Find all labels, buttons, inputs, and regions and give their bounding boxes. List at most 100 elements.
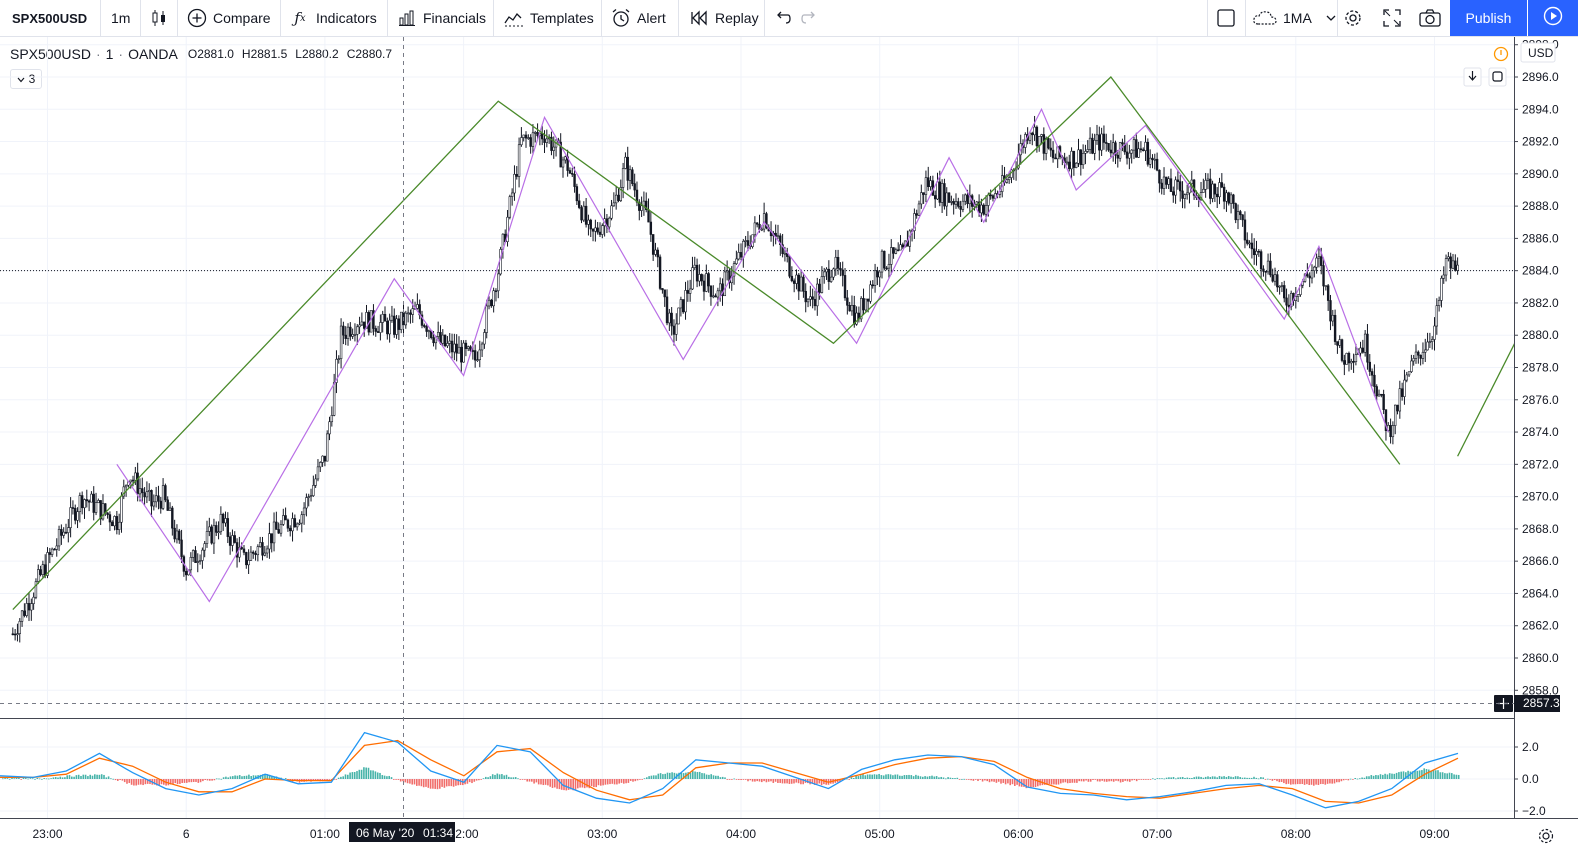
macd-histogram-bar [717, 775, 719, 779]
macd-histogram-bar [903, 775, 906, 779]
macd-histogram-bar [220, 778, 223, 780]
macd-histogram-bar [841, 779, 844, 781]
macd-histogram-bar [388, 775, 390, 779]
macd-histogram-bar [972, 779, 975, 781]
zigzag-lines [12, 76, 1528, 611]
candle-body [27, 603, 31, 611]
candle-body [37, 569, 40, 582]
candle-body [69, 507, 72, 528]
macd-histogram-bar [1301, 779, 1304, 784]
candle-body [1329, 300, 1332, 322]
macd-histogram-bar [1207, 776, 1209, 779]
macd-histogram-bar [335, 779, 338, 780]
price-tick-label: 2886.0 [1522, 231, 1559, 245]
replay-button[interactable]: Replay [688, 0, 759, 36]
candle-body [1079, 149, 1083, 166]
candle-body [651, 234, 655, 255]
candle-body [545, 138, 549, 143]
macd-histogram-bar [1359, 778, 1361, 780]
macd-histogram-bar [788, 779, 791, 784]
macd-histogram-bar [1237, 776, 1239, 779]
macd-histogram-bar [1418, 770, 1421, 779]
alert-button[interactable]: Alert [610, 0, 666, 36]
candle-body [196, 561, 199, 563]
candle-body [684, 290, 687, 313]
undo-button[interactable] [771, 0, 798, 36]
macd-histogram-bar [337, 777, 340, 779]
undo-icon [771, 7, 793, 29]
macd-histogram-bar [556, 779, 558, 789]
candle-body [853, 305, 856, 325]
settings-button[interactable] [1342, 0, 1369, 36]
macd-histogram-bar [738, 779, 740, 780]
templates-button[interactable]: Templates [503, 0, 594, 36]
candle-body [319, 462, 322, 468]
candle-body [1414, 351, 1418, 359]
macd-histogram-bar [715, 775, 717, 779]
financials-button[interactable]: Financials [396, 0, 486, 36]
macd-histogram-bar [128, 779, 131, 783]
candle-body [129, 479, 132, 483]
candle-body [376, 331, 380, 333]
publish-button[interactable]: Publish [1450, 0, 1527, 36]
candle-body [298, 522, 301, 525]
candle-body [640, 205, 643, 211]
play-button[interactable] [1528, 0, 1578, 36]
candle-body [1130, 149, 1133, 154]
ma-cloud-button[interactable]: 1MA [1252, 0, 1347, 36]
candle-body [499, 249, 502, 275]
redo-button[interactable] [799, 0, 826, 36]
legend-interval: 1 [105, 46, 114, 62]
fullscreen-button[interactable] [1381, 0, 1408, 36]
macd-histogram-bar [1313, 779, 1315, 786]
interval-button[interactable]: 1m [111, 0, 130, 36]
macd-histogram-bar [542, 779, 545, 786]
macd-histogram-bar [142, 779, 144, 786]
macd-histogram-bar [1133, 779, 1136, 781]
macd-histogram-bar [1152, 778, 1154, 780]
macd-histogram-bar [558, 779, 561, 790]
candle-body [360, 321, 364, 326]
candle-body [688, 288, 692, 294]
candle-body [945, 192, 948, 207]
macd-histogram-bar [455, 779, 457, 786]
time-axis[interactable]: 23:00 6 01:00 02:00 03:00 04:00 05:00 06:00 07:0… [0, 818, 1578, 854]
candle-body [480, 343, 484, 351]
candle-body [136, 472, 139, 495]
macd-histogram-bar [195, 779, 197, 782]
macd-histogram-bar [158, 779, 160, 786]
collapse-indicators-button[interactable]: 3 [10, 69, 42, 89]
snapshot-button[interactable] [1419, 0, 1446, 36]
compare-button[interactable]: Compare [186, 0, 271, 36]
candle-body [154, 495, 158, 503]
macd-histogram-bar [680, 772, 683, 779]
chart-canvas[interactable]: 2858.0 2860.0 2862.0 2864.0 2866.0 2868.0 2870… [0, 37, 1578, 854]
macd-histogram-bar [68, 775, 71, 779]
candle-body [494, 290, 498, 293]
candle-body [1107, 143, 1110, 151]
candle-body [1394, 404, 1397, 426]
macd-histogram-bar [471, 779, 473, 784]
candle-body [258, 542, 262, 547]
candle-body [869, 284, 872, 302]
candle-body [1105, 142, 1108, 144]
candle-body [1165, 176, 1168, 185]
candle-body [1373, 374, 1376, 387]
chart-style-button[interactable] [148, 0, 175, 36]
candle-body [614, 194, 618, 204]
macd-histogram-bar [774, 779, 777, 782]
macd-histogram-bar [924, 776, 926, 779]
macd-histogram-bar [797, 779, 800, 784]
layout-button[interactable] [1215, 0, 1242, 36]
candle-body [1218, 182, 1221, 198]
price-axis[interactable]: 2858.0 2860.0 2862.0 2864.0 2866.0 2868.0 2870… [1463, 37, 1578, 854]
macd-histogram-bar [1299, 779, 1301, 785]
candle-body [982, 204, 985, 215]
candle-body [952, 201, 955, 205]
macd-histogram-bar [1377, 775, 1379, 779]
macd-histogram-bar [105, 777, 108, 779]
candle-body [529, 137, 532, 147]
symbol-search-button[interactable]: SPX500USD [12, 0, 87, 36]
macd-histogram-bar [133, 779, 135, 786]
